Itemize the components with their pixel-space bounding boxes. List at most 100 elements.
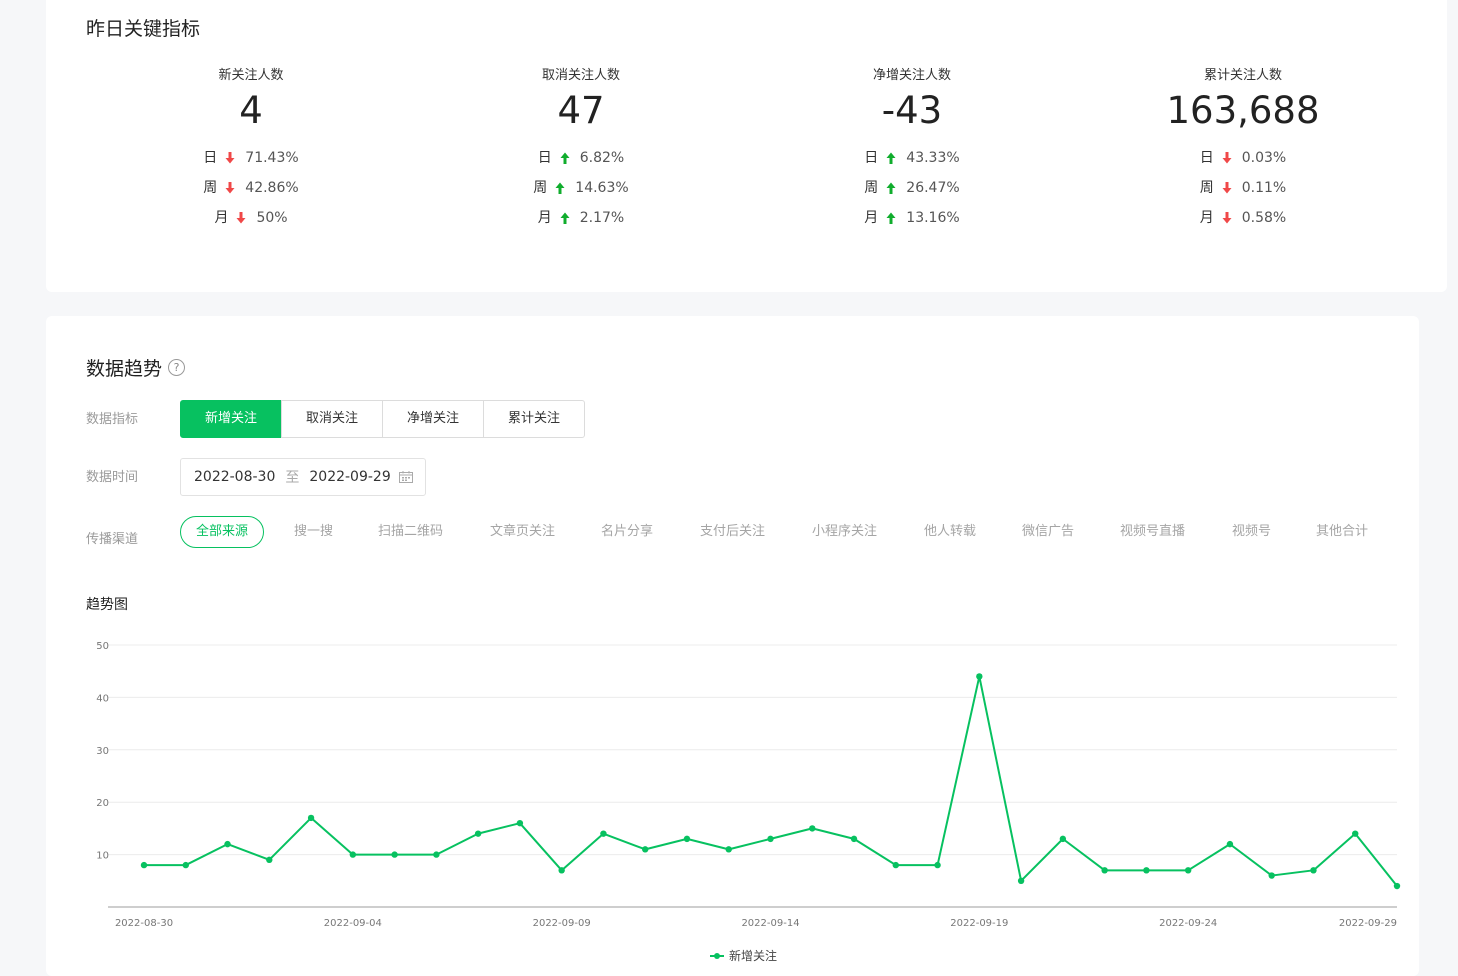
metric-tabs: 新增关注 取消关注 净增关注 累计关注 bbox=[180, 400, 585, 438]
channel-label: 传播渠道 bbox=[86, 532, 139, 547]
change-percent: 6.82% bbox=[579, 150, 625, 166]
channel-3[interactable]: 文章页关注 bbox=[490, 524, 556, 539]
arrow-up-icon bbox=[886, 182, 896, 194]
period-label: 月 bbox=[214, 210, 229, 226]
channel-4[interactable]: 名片分享 bbox=[601, 524, 654, 539]
date-to[interactable]: 2022-09-29 bbox=[309, 469, 391, 485]
period-label: 周 bbox=[533, 180, 548, 196]
data-point bbox=[349, 851, 357, 858]
period-label: 月 bbox=[864, 210, 879, 226]
change-percent: 0.11% bbox=[1241, 180, 1287, 196]
change-percent: 0.03% bbox=[1241, 150, 1287, 166]
trend-card: 数据趋势 ? 数据指标 新增关注 取消关注 净增关注 累计关注 数据时间 2022-0… bbox=[46, 316, 1419, 976]
data-point bbox=[850, 835, 858, 843]
arrow-up-icon bbox=[560, 212, 570, 224]
x-tick-label: 2022-09-14 bbox=[741, 918, 799, 929]
metric-label: 取消关注人数 bbox=[541, 68, 620, 83]
x-tick-label: 2022-09-09 bbox=[533, 918, 591, 929]
compare-row: 周 14.63% bbox=[481, 173, 681, 203]
data-point bbox=[600, 830, 607, 837]
period-label: 周 bbox=[203, 180, 218, 196]
metric-tab-2[interactable]: 净增关注 bbox=[382, 400, 484, 438]
arrow-down-icon bbox=[225, 182, 235, 194]
channel-11[interactable]: 其他合计 bbox=[1316, 524, 1369, 539]
channel-6[interactable]: 小程序关注 bbox=[812, 524, 878, 539]
data-point bbox=[1017, 877, 1025, 884]
x-tick-label: 2022-09-24 bbox=[1159, 918, 1217, 929]
compare-row: 日 0.03% bbox=[1143, 143, 1343, 173]
arrow-up-icon bbox=[555, 182, 565, 194]
channel-8[interactable]: 微信广告 bbox=[1022, 524, 1075, 539]
y-tick-label: 30 bbox=[96, 746, 109, 757]
arrow-up-icon bbox=[886, 152, 896, 164]
channel-0[interactable]: 全部来源 bbox=[180, 516, 265, 548]
compare-row: 月 50% bbox=[151, 203, 351, 233]
data-point bbox=[642, 846, 649, 853]
arrow-down-icon bbox=[1222, 152, 1232, 164]
metric-3: 累计关注人数 163,688 日 0.03% 周 0.11% 月 0.58% bbox=[1143, 64, 1343, 233]
channel-1[interactable]: 搜一搜 bbox=[294, 524, 334, 539]
metric-value: 163,688 bbox=[1166, 89, 1320, 132]
data-point bbox=[1352, 830, 1359, 837]
arrow-down-icon bbox=[236, 212, 246, 224]
compare-row: 日 71.43% bbox=[151, 143, 351, 173]
change-percent: 26.47% bbox=[906, 180, 960, 196]
channel-9[interactable]: 视频号直播 bbox=[1120, 524, 1186, 539]
compare-row: 周 42.86% bbox=[151, 173, 351, 203]
period-label: 月 bbox=[537, 210, 552, 226]
period-label: 周 bbox=[864, 180, 879, 196]
data-point bbox=[1059, 835, 1067, 843]
metric-label: 累计关注人数 bbox=[1203, 68, 1282, 83]
x-tick-label: 2022-09-19 bbox=[950, 918, 1008, 929]
arrow-down-icon bbox=[225, 152, 235, 164]
data-point bbox=[1101, 867, 1108, 874]
compare-row: 周 26.47% bbox=[812, 173, 1012, 203]
metric-compare: 日 43.33% 周 26.47% 月 13.16% bbox=[812, 143, 1012, 233]
data-point bbox=[892, 861, 899, 869]
date-from[interactable]: 2022-08-30 bbox=[194, 469, 276, 485]
period-label: 月 bbox=[1199, 210, 1214, 226]
data-point bbox=[934, 861, 941, 869]
compare-row: 周 0.11% bbox=[1143, 173, 1343, 203]
metric-compare: 日 6.82% 周 14.63% 月 2.17% bbox=[481, 143, 681, 233]
compare-row: 日 43.33% bbox=[812, 143, 1012, 173]
data-point bbox=[1268, 872, 1275, 879]
date-range-picker[interactable]: 2022-08-30 至 2022-09-29 bbox=[180, 458, 426, 496]
date-separator: 至 bbox=[285, 470, 300, 486]
key-metrics-card: 昨日关键指标 新关注人数 4 日 71.43% 周 42.86% 月 50% 取消… bbox=[46, 0, 1447, 292]
metric-label: 净增关注人数 bbox=[872, 68, 951, 83]
change-percent: 2.17% bbox=[579, 210, 625, 226]
data-point bbox=[767, 835, 774, 843]
data-point bbox=[140, 861, 148, 869]
x-tick-label: 2022-08-30 bbox=[115, 918, 173, 929]
question-icon[interactable]: ? bbox=[168, 359, 186, 376]
channel-7[interactable]: 他人转载 bbox=[924, 524, 977, 539]
change-percent: 50% bbox=[256, 210, 288, 226]
data-point bbox=[1393, 882, 1401, 890]
data-point bbox=[976, 673, 983, 680]
metric-compare: 日 0.03% 周 0.11% 月 0.58% bbox=[1143, 143, 1343, 233]
trend-title-text: 数据趋势 bbox=[86, 358, 163, 380]
channel-10[interactable]: 视频号 bbox=[1232, 524, 1272, 539]
arrow-down-icon bbox=[1222, 212, 1232, 224]
arrow-up-icon bbox=[560, 152, 570, 164]
channel-2[interactable]: 扫描二维码 bbox=[378, 524, 444, 539]
legend-label: 新增关注 bbox=[729, 948, 777, 963]
data-point bbox=[474, 830, 482, 837]
compare-row: 月 0.58% bbox=[1143, 203, 1343, 233]
channel-5[interactable]: 支付后关注 bbox=[700, 524, 766, 539]
period-label: 日 bbox=[537, 150, 552, 166]
data-point bbox=[558, 867, 565, 874]
metric-2: 净增关注人数 -43 日 43.33% 周 26.47% 月 13.16% bbox=[812, 64, 1012, 233]
data-point bbox=[683, 835, 691, 843]
legend-marker bbox=[714, 953, 720, 959]
period-label: 日 bbox=[203, 150, 218, 166]
calendar-icon[interactable] bbox=[399, 471, 413, 483]
metric-tab-0[interactable]: 新增关注 bbox=[180, 400, 282, 438]
period-label: 日 bbox=[864, 150, 879, 166]
metric-tab-1[interactable]: 取消关注 bbox=[281, 400, 383, 438]
metric-label: 数据指标 bbox=[86, 412, 139, 427]
data-point bbox=[1310, 867, 1317, 874]
metric-tab-3[interactable]: 累计关注 bbox=[483, 400, 585, 438]
data-point bbox=[809, 825, 816, 832]
